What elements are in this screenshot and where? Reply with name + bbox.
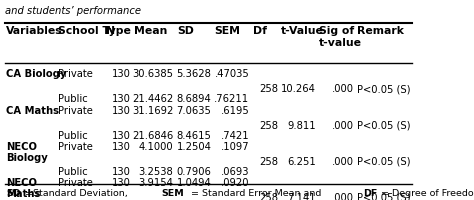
Text: .1097: .1097 <box>221 141 249 151</box>
Text: Public: Public <box>58 94 88 104</box>
Text: .7421: .7421 <box>221 130 249 140</box>
Text: 21.6846: 21.6846 <box>132 130 173 140</box>
Text: 130: 130 <box>112 166 131 176</box>
Text: 130: 130 <box>112 177 131 187</box>
Text: Private: Private <box>58 177 93 187</box>
Text: 258: 258 <box>259 192 278 200</box>
Text: .76211: .76211 <box>214 94 249 104</box>
Text: Public: Public <box>58 130 88 140</box>
Text: Remark: Remark <box>357 26 404 36</box>
Text: 21.4462: 21.4462 <box>132 94 173 104</box>
Text: 258: 258 <box>259 120 278 130</box>
Text: 1.0494: 1.0494 <box>177 177 211 187</box>
Text: 10.264: 10.264 <box>281 84 316 94</box>
Text: 8.6894: 8.6894 <box>177 94 211 104</box>
Text: .47035: .47035 <box>215 69 249 79</box>
Text: 7.141: 7.141 <box>287 192 316 200</box>
Text: Private: Private <box>58 69 93 79</box>
Text: SEM: SEM <box>215 26 241 36</box>
Text: P<0.05 (S): P<0.05 (S) <box>357 120 410 130</box>
Text: =Standard Deviation,: =Standard Deviation, <box>25 188 131 197</box>
Text: 130: 130 <box>112 130 131 140</box>
Text: .0693: .0693 <box>221 166 249 176</box>
Text: SEM: SEM <box>162 188 184 197</box>
Text: CA Biology: CA Biology <box>6 69 66 79</box>
Text: 30.6385: 30.6385 <box>133 69 173 79</box>
Text: 9.811: 9.811 <box>287 120 316 130</box>
Text: .000: .000 <box>332 120 354 130</box>
Text: Private: Private <box>58 105 93 115</box>
Text: Mean: Mean <box>134 26 167 36</box>
Text: School Type: School Type <box>58 26 131 36</box>
Text: NECO
Maths: NECO Maths <box>6 177 41 198</box>
Text: 258: 258 <box>259 156 278 166</box>
Text: 1.2504: 1.2504 <box>176 141 211 151</box>
Text: 130: 130 <box>112 105 131 115</box>
Text: .000: .000 <box>332 156 354 166</box>
Text: .000: .000 <box>332 84 354 94</box>
Text: .6195: .6195 <box>220 105 249 115</box>
Text: CA Maths: CA Maths <box>6 105 59 115</box>
Text: 6.251: 6.251 <box>287 156 316 166</box>
Text: 3.9154: 3.9154 <box>138 177 173 187</box>
Text: .0920: .0920 <box>221 177 249 187</box>
Text: Df: Df <box>253 26 267 36</box>
Text: Sig of
t-value: Sig of t-value <box>319 26 362 47</box>
Text: 258: 258 <box>259 84 278 94</box>
Text: Public: Public <box>58 166 88 176</box>
Text: Variables: Variables <box>6 26 63 36</box>
Text: SD: SD <box>6 188 21 197</box>
Text: 3.2538: 3.2538 <box>139 166 173 176</box>
Text: .000: .000 <box>332 192 354 200</box>
Text: 4.1000: 4.1000 <box>139 141 173 151</box>
Text: t-Value: t-Value <box>281 26 324 36</box>
Text: 130: 130 <box>112 69 131 79</box>
Text: 8.4615: 8.4615 <box>176 130 211 140</box>
Text: N: N <box>106 26 115 36</box>
Text: NECO
Biology: NECO Biology <box>6 141 48 162</box>
Text: P<0.05 (S): P<0.05 (S) <box>357 84 410 94</box>
Text: 0.7906: 0.7906 <box>176 166 211 176</box>
Text: P<0.05 (S): P<0.05 (S) <box>357 156 410 166</box>
Text: = Degree of Freedom: = Degree of Freedom <box>382 188 474 197</box>
Text: 130: 130 <box>112 94 131 104</box>
Text: 31.1692: 31.1692 <box>132 105 173 115</box>
Text: 130: 130 <box>112 141 131 151</box>
Text: 7.0635: 7.0635 <box>176 105 211 115</box>
Text: = Standard Error Mean and: = Standard Error Mean and <box>191 188 324 197</box>
Text: Private: Private <box>58 141 93 151</box>
Text: DF: DF <box>363 188 377 197</box>
Text: P<0.05 (S): P<0.05 (S) <box>357 192 410 200</box>
Text: and students’ performance: and students’ performance <box>5 6 141 16</box>
Text: 5.3628: 5.3628 <box>176 69 211 79</box>
Text: SD: SD <box>177 26 194 36</box>
